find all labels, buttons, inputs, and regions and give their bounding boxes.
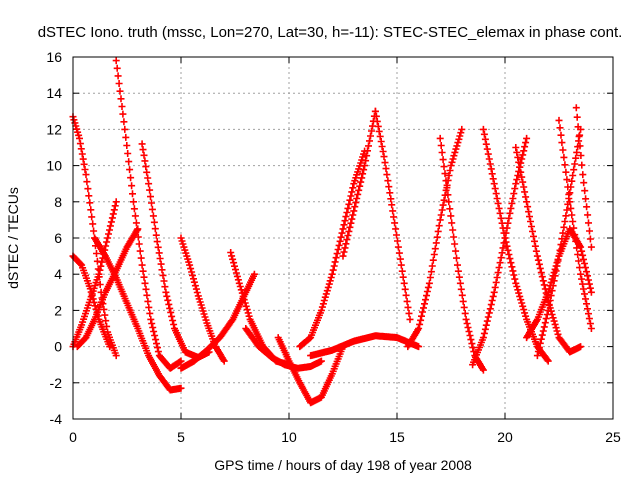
series-arc-4	[73, 225, 142, 351]
series-arc-21	[512, 144, 585, 356]
ticks: 0 5 10 15 20 25 -4 -2 0 2 4 6 8 10 12 14 16	[46, 49, 621, 445]
x-axis-title: GPS time / hours of day 198 of year 2008	[214, 457, 472, 473]
series-arc-5	[112, 57, 185, 372]
series-arc-12	[274, 334, 347, 407]
data-point-marks	[523, 225, 595, 342]
series-arc-24	[572, 104, 595, 251]
y-tick-label: 4	[54, 266, 62, 282]
series-arc-11	[227, 249, 293, 369]
y-tick-label: 10	[46, 158, 62, 174]
y-axis-title: dSTEC / TECUs	[5, 187, 21, 289]
y-tick-label: 12	[46, 121, 62, 137]
y-tick-label: 16	[46, 49, 62, 65]
data-point-marks	[73, 225, 142, 351]
data-point-marks	[227, 249, 293, 369]
series-arc-13	[296, 147, 369, 351]
data-point-marks	[91, 234, 185, 394]
y-tick-label: 8	[54, 194, 62, 210]
series-arc-14	[339, 107, 379, 260]
data-point-marks	[371, 107, 414, 323]
x-tick-label: 20	[497, 429, 513, 445]
data-point-marks	[177, 270, 258, 372]
data-point-marks	[436, 134, 487, 374]
series-arc-25	[523, 225, 595, 342]
data-point-marks	[274, 334, 347, 407]
x-tick-label: 10	[281, 429, 297, 445]
chart-title: dSTEC Iono. truth (mssc, Lon=270, Lat=30…	[38, 24, 623, 41]
series-arc-17	[404, 125, 466, 351]
series-arc-18	[436, 134, 487, 374]
y-tick-label: 14	[46, 85, 62, 101]
x-tick-label: 25	[605, 429, 621, 445]
y-tick-label: -2	[50, 375, 63, 391]
x-tick-label: 5	[177, 429, 185, 445]
series-arc-15	[371, 107, 414, 323]
y-tick-label: 6	[54, 230, 62, 246]
data-point-marks	[307, 332, 423, 360]
data-point-marks	[404, 125, 466, 351]
x-tick-label: 0	[69, 429, 77, 445]
data-point-marks	[339, 107, 379, 260]
data-marks	[69, 57, 595, 407]
series-arc-9	[177, 270, 258, 372]
data-point-marks	[512, 144, 585, 356]
series-arc-16	[307, 332, 423, 360]
series-arc-23	[555, 116, 595, 332]
data-point-marks	[572, 104, 595, 251]
y-tick-label: 2	[54, 302, 62, 318]
y-tick-label: 0	[54, 339, 62, 355]
x-tick-label: 15	[389, 429, 405, 445]
y-tick-label: -4	[50, 411, 63, 427]
series-arc-7	[91, 234, 185, 394]
data-point-marks	[555, 116, 595, 332]
plot-frame	[72, 56, 614, 420]
data-point-marks	[296, 147, 369, 351]
data-point-marks	[112, 57, 185, 372]
